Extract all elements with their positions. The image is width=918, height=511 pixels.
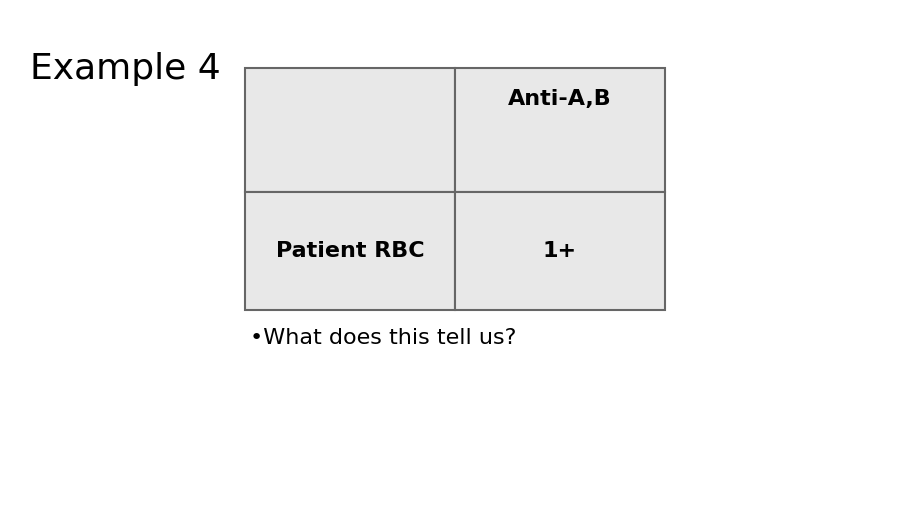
Bar — [455, 192, 665, 310]
Text: Example 4: Example 4 — [30, 52, 220, 86]
Bar — [245, 192, 455, 310]
Text: Patient RBC: Patient RBC — [275, 241, 424, 261]
Text: Anti-A,B: Anti-A,B — [509, 89, 612, 109]
Text: •What does this tell us?: •What does this tell us? — [250, 328, 516, 348]
Text: 1+: 1+ — [543, 241, 577, 261]
Bar — [245, 68, 455, 192]
Bar — [455, 68, 665, 192]
